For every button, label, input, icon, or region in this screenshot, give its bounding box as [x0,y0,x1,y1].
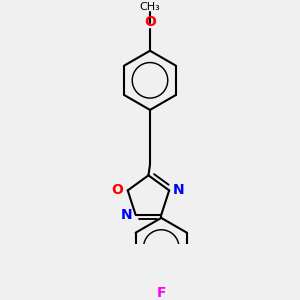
Text: F: F [157,286,166,300]
Text: CH₃: CH₃ [140,2,160,12]
Text: O: O [144,15,156,29]
Text: O: O [111,183,123,197]
Text: N: N [121,208,133,222]
Text: N: N [172,183,184,197]
